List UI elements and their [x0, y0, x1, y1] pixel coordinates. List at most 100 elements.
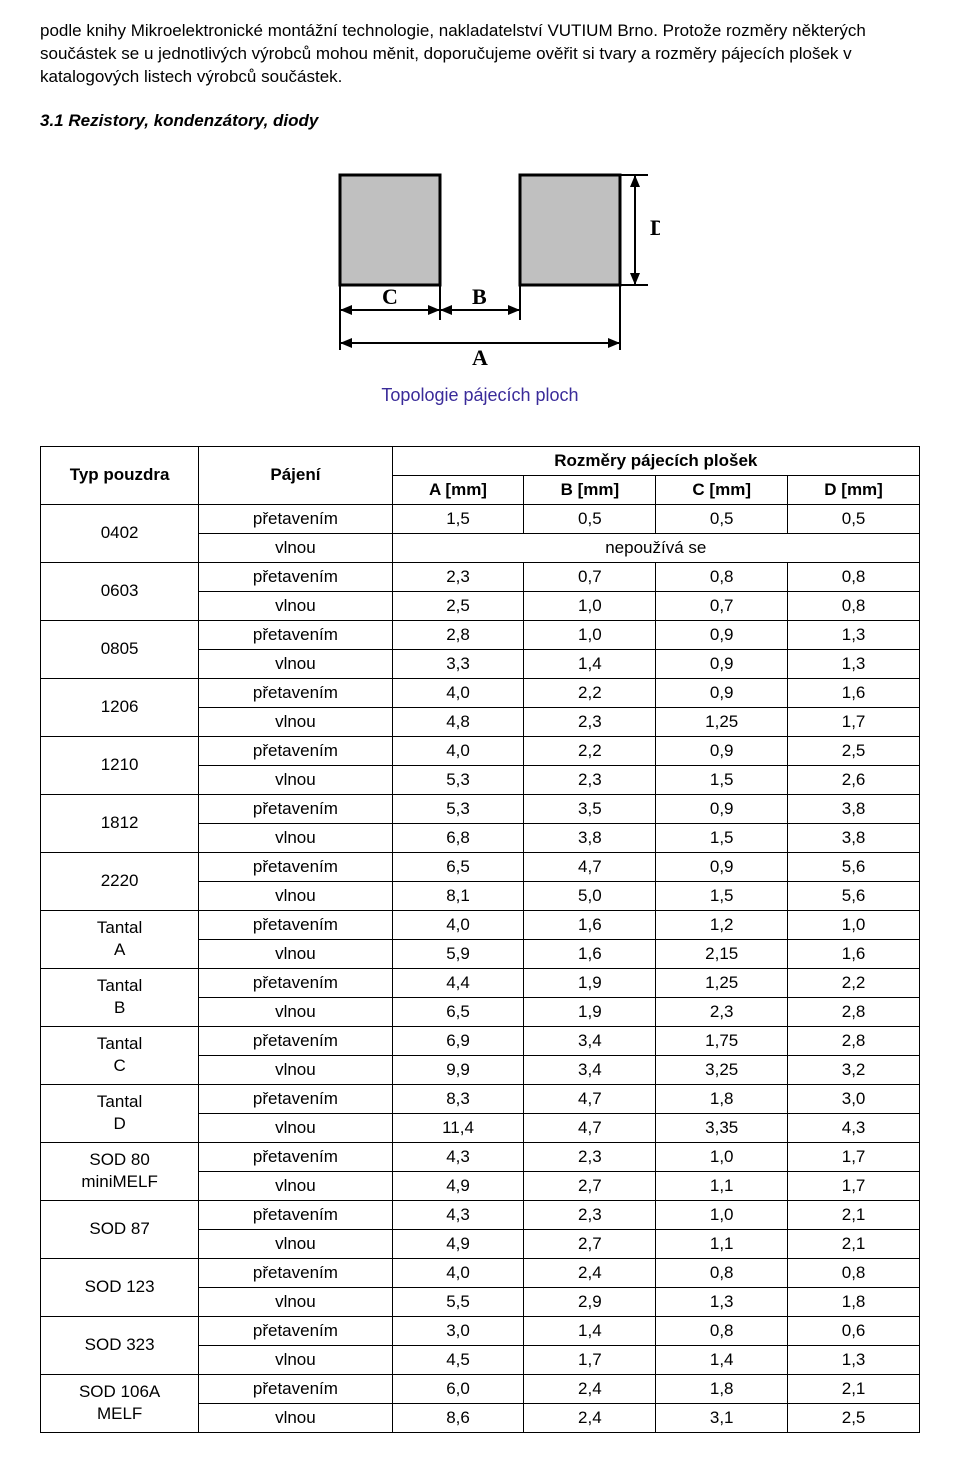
cell-value: 5,0: [524, 881, 656, 910]
cell-soldering: přetavením: [199, 910, 392, 939]
cell-value: 2,4: [524, 1403, 656, 1432]
th-type: Typ pouzdra: [41, 446, 199, 504]
cell-value: 2,5: [392, 591, 524, 620]
cell-value: 2,3: [656, 997, 788, 1026]
cell-value: 0,8: [656, 1316, 788, 1345]
cell-value: 1,0: [788, 910, 920, 939]
cell-value: 4,7: [524, 852, 656, 881]
cell-value: 3,25: [656, 1055, 788, 1084]
cell-value: 1,3: [788, 1345, 920, 1374]
cell-type: 1206: [41, 678, 199, 736]
cell-value: 3,35: [656, 1113, 788, 1142]
cell-value: 1,25: [656, 707, 788, 736]
cell-value: 4,3: [788, 1113, 920, 1142]
cell-value: 2,8: [392, 620, 524, 649]
cell-type: 0402: [41, 504, 199, 562]
cell-value: 3,8: [788, 794, 920, 823]
cell-soldering: vlnou: [199, 997, 392, 1026]
cell-value: 0,5: [788, 504, 920, 533]
cell-value: 6,5: [392, 852, 524, 881]
cell-value: 4,3: [392, 1142, 524, 1171]
table-row: 1206přetavením4,02,20,91,6: [41, 678, 920, 707]
cell-value: 1,5: [392, 504, 524, 533]
cell-value: 0,8: [788, 591, 920, 620]
cell-value: 2,7: [524, 1171, 656, 1200]
cell-type: SOD 323: [41, 1316, 199, 1374]
cell-value: 3,1: [656, 1403, 788, 1432]
cell-soldering: vlnou: [199, 939, 392, 968]
cell-type: SOD 80miniMELF: [41, 1142, 199, 1200]
cell-value: 4,7: [524, 1113, 656, 1142]
cell-value: 6,9: [392, 1026, 524, 1055]
cell-soldering: přetavením: [199, 678, 392, 707]
table-row: 2220přetavením6,54,70,95,6: [41, 852, 920, 881]
table-row: TantalBpřetavením4,41,91,252,2: [41, 968, 920, 997]
cell-type: SOD 106AMELF: [41, 1374, 199, 1432]
cell-nepouziva: nepoužívá se: [392, 533, 919, 562]
cell-value: 2,4: [524, 1258, 656, 1287]
cell-soldering: vlnou: [199, 1229, 392, 1258]
table-row: TantalCpřetavením6,93,41,752,8: [41, 1026, 920, 1055]
cell-value: 4,5: [392, 1345, 524, 1374]
cell-value: 5,9: [392, 939, 524, 968]
cell-value: 0,9: [656, 794, 788, 823]
cell-value: 4,7: [524, 1084, 656, 1113]
cell-value: 3,8: [524, 823, 656, 852]
dim-b-label: B: [472, 284, 487, 309]
cell-soldering: přetavením: [199, 504, 392, 533]
cell-soldering: přetavením: [199, 1200, 392, 1229]
cell-value: 2,8: [788, 997, 920, 1026]
cell-value: 1,6: [788, 678, 920, 707]
cell-value: 2,8: [788, 1026, 920, 1055]
cell-value: 1,25: [656, 968, 788, 997]
cell-value: 2,9: [524, 1287, 656, 1316]
cell-soldering: přetavením: [199, 1142, 392, 1171]
cell-soldering: vlnou: [199, 1171, 392, 1200]
cell-value: 1,7: [788, 1142, 920, 1171]
cell-soldering: vlnou: [199, 707, 392, 736]
th-dims-group: Rozměry pájecích plošek: [392, 446, 919, 475]
cell-value: 1,1: [656, 1229, 788, 1258]
cell-value: 0,7: [524, 562, 656, 591]
cell-value: 1,4: [656, 1345, 788, 1374]
cell-value: 1,4: [524, 649, 656, 678]
cell-value: 6,8: [392, 823, 524, 852]
cell-value: 5,3: [392, 765, 524, 794]
cell-value: 2,4: [524, 1374, 656, 1403]
cell-value: 0,8: [788, 1258, 920, 1287]
cell-value: 2,15: [656, 939, 788, 968]
cell-type: 2220: [41, 852, 199, 910]
cell-value: 2,3: [524, 1142, 656, 1171]
th-a: A [mm]: [392, 475, 524, 504]
cell-value: 0,9: [656, 852, 788, 881]
cell-value: 1,1: [656, 1171, 788, 1200]
cell-value: 2,5: [788, 1403, 920, 1432]
table-row: TantalApřetavením4,01,61,21,0: [41, 910, 920, 939]
cell-value: 2,1: [788, 1229, 920, 1258]
cell-value: 0,9: [656, 678, 788, 707]
cell-value: 1,0: [656, 1142, 788, 1171]
cell-soldering: vlnou: [199, 881, 392, 910]
cell-value: 1,7: [788, 707, 920, 736]
cell-value: 1,5: [656, 881, 788, 910]
cell-value: 5,6: [788, 881, 920, 910]
cell-value: 1,3: [656, 1287, 788, 1316]
cell-value: 1,3: [788, 649, 920, 678]
cell-soldering: přetavením: [199, 1026, 392, 1055]
cell-value: 4,0: [392, 1258, 524, 1287]
dimensions-table: Typ pouzdra Pájení Rozměry pájecích ploš…: [40, 446, 920, 1433]
cell-value: 4,9: [392, 1229, 524, 1258]
cell-value: 2,3: [524, 765, 656, 794]
cell-value: 3,8: [788, 823, 920, 852]
cell-value: 1,6: [788, 939, 920, 968]
cell-value: 0,8: [656, 1258, 788, 1287]
cell-value: 0,9: [656, 736, 788, 765]
cell-value: 8,6: [392, 1403, 524, 1432]
cell-value: 6,0: [392, 1374, 524, 1403]
cell-value: 1,2: [656, 910, 788, 939]
table-row: 0805přetavením2,81,00,91,3: [41, 620, 920, 649]
cell-value: 0,6: [788, 1316, 920, 1345]
cell-value: 2,3: [524, 1200, 656, 1229]
cell-soldering: přetavením: [199, 736, 392, 765]
section-heading: 3.1 Rezistory, kondenzátory, diody: [40, 111, 920, 131]
